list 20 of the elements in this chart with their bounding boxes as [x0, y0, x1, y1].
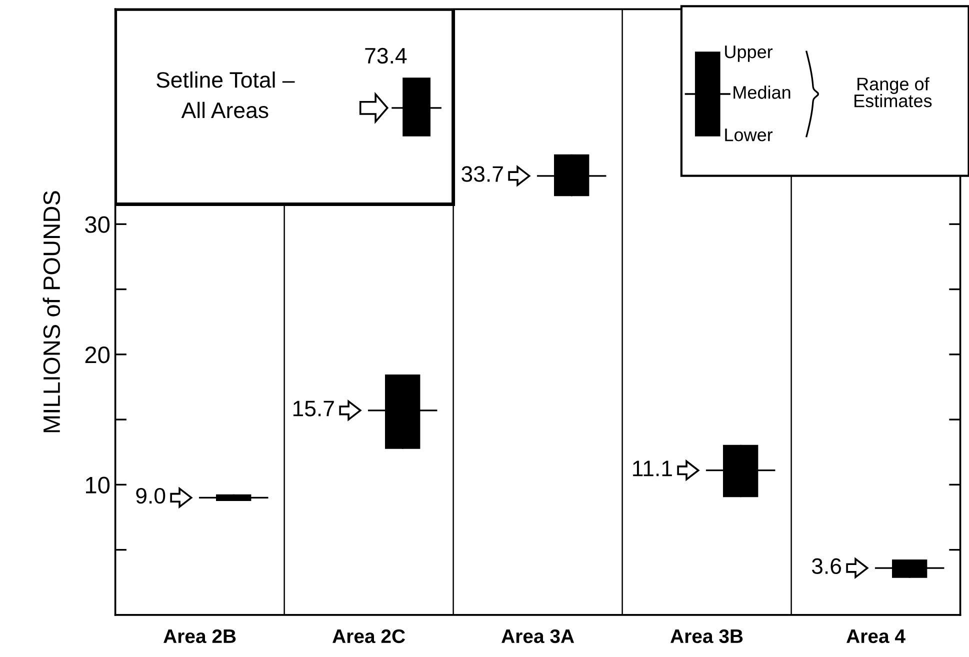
y-tick-label: 30: [85, 216, 110, 233]
annotation: Median: [734, 86, 790, 99]
y-tick-label: 20: [85, 346, 110, 364]
text: 11.1: [633, 460, 672, 476]
annotation: Lower: [725, 128, 773, 142]
x-tick-label: Area 2C: [332, 629, 406, 644]
y-axis-title: MILLIONS of POUNDS: [42, 191, 60, 432]
text: 15.7: [293, 400, 334, 416]
text: 3.6: [812, 558, 842, 574]
y-tick-label: 10: [86, 476, 110, 494]
text: 33.7: [462, 166, 503, 182]
annotation: 73.4: [365, 48, 407, 64]
text: 9.0: [136, 488, 166, 504]
annotation: Setline Total – All Areas: [156, 71, 295, 118]
x-tick-label: Area 3B: [670, 629, 743, 644]
x-tick-label: Area 4: [846, 630, 906, 644]
x-tick-label: Area 2B: [164, 629, 236, 644]
x-tick-label: Area 3A: [502, 629, 574, 644]
annotation: Upper: [725, 46, 773, 62]
annotation: Range of Estimates: [854, 77, 932, 108]
